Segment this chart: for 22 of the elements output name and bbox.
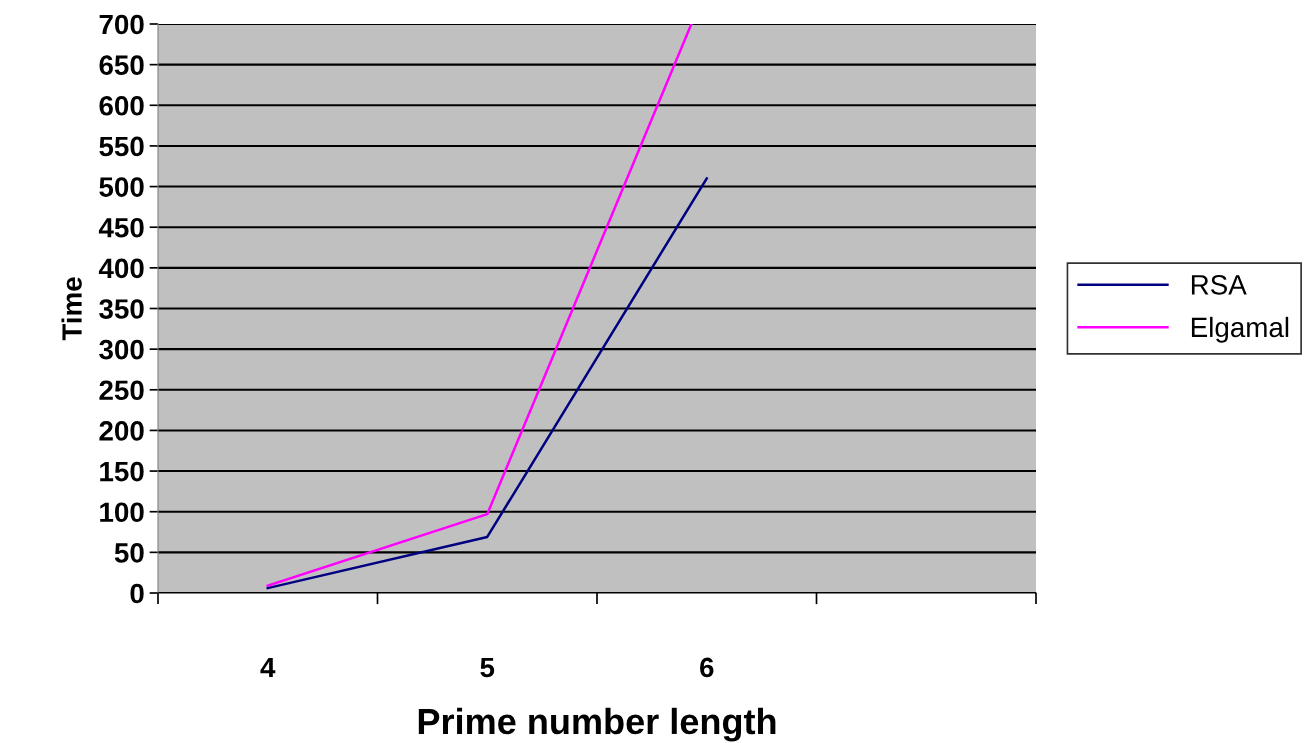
y-tick-label: 450 [98,217,144,238]
y-tick-label: 300 [99,339,144,360]
y-tick-label: 0 [130,583,144,604]
x-tick-label: 4 [260,657,276,678]
y-tick-label: 600 [99,95,144,116]
y-tick-label: 100 [100,502,144,523]
x-axis-title: Prime number length [418,707,776,742]
legend-label: RSA [1191,275,1247,295]
y-tick-label: 650 [99,55,144,75]
y-tick-label: 550 [99,136,144,157]
y-tick-label: 400 [98,258,144,279]
y-tick-label: 350 [99,299,144,319]
y-tick-label: 200 [99,421,144,441]
x-tick-label: 5 [480,657,495,678]
y-axis-title: Time [61,277,82,341]
y-tick-label: 150 [100,461,144,482]
y-tick-label: 500 [99,177,144,197]
legend-label: Elgamal [1191,316,1289,343]
x-tick-label: 6 [700,657,714,678]
y-tick-label: 250 [99,380,144,401]
y-tick-label: 700 [99,14,144,35]
y-tick-label: 50 [114,543,144,563]
